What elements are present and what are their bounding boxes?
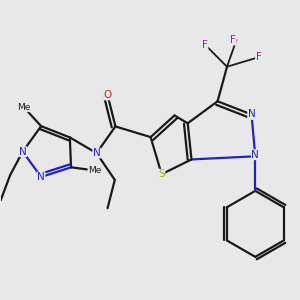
Text: O: O: [103, 90, 112, 100]
Text: N: N: [19, 147, 27, 157]
Text: N: N: [93, 148, 101, 158]
Text: F: F: [256, 52, 261, 62]
Text: N: N: [248, 110, 255, 119]
Text: Me: Me: [88, 166, 101, 175]
Text: Me: Me: [17, 103, 31, 112]
Text: N: N: [251, 150, 259, 160]
Text: F: F: [202, 40, 208, 50]
Text: S: S: [158, 169, 165, 179]
Text: F: F: [230, 35, 236, 45]
Text: N: N: [37, 172, 45, 182]
